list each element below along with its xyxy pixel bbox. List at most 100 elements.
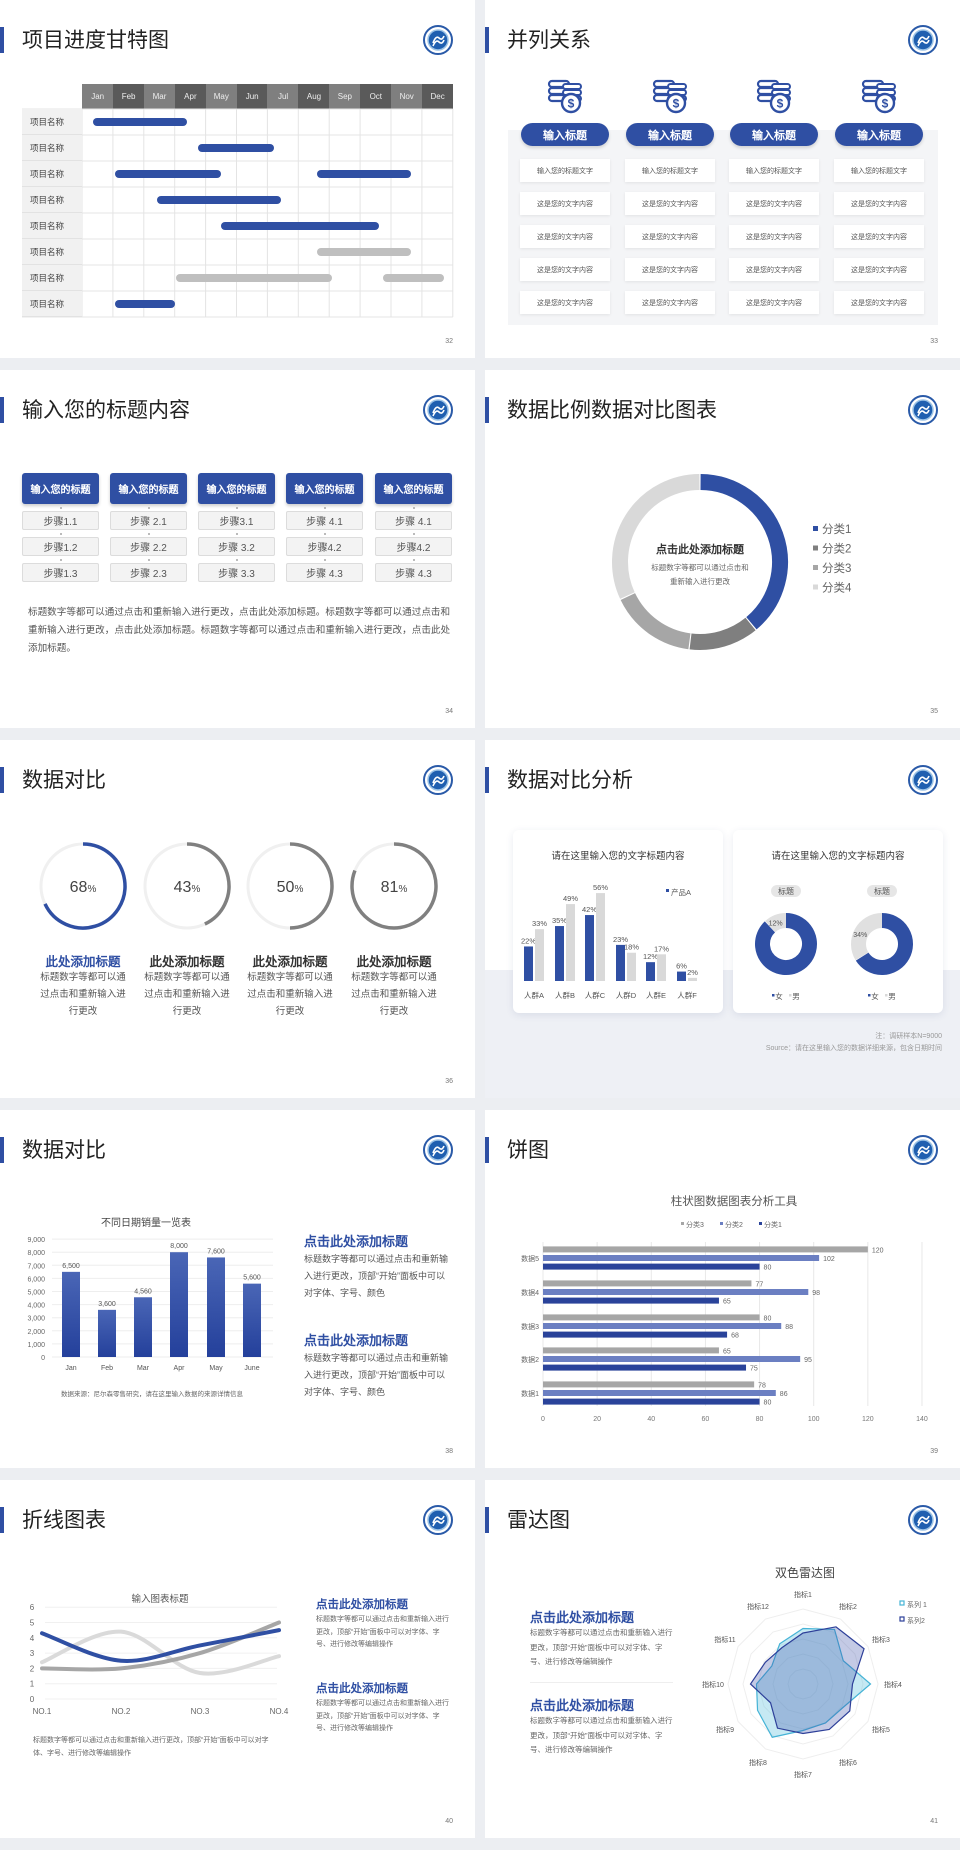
step-column-header[interactable]: 输入您的标题 xyxy=(198,473,275,504)
text-cell[interactable]: 这是您的文字内容 xyxy=(520,192,610,215)
text-cell[interactable]: 这是您的文字内容 xyxy=(520,291,610,314)
step-box[interactable]: 步骤 4.1 xyxy=(375,511,452,530)
gantt-bar[interactable] xyxy=(221,222,379,230)
gantt-bar[interactable] xyxy=(92,118,188,126)
legend-swatch xyxy=(666,889,669,892)
text-cell[interactable]: 这是您的文字内容 xyxy=(834,192,924,215)
step-box[interactable]: 步骤3.1 xyxy=(198,511,275,530)
line-chart: 输入图表标题 0 1 2 3 4 5 6 NO.1 NO.2 NO.3 NO.4 xyxy=(30,1593,289,1716)
connector-dot xyxy=(60,533,62,535)
gantt-bar[interactable] xyxy=(115,170,222,178)
radar-gridline xyxy=(772,1653,834,1715)
step-box[interactable]: 步骤 3.2 xyxy=(198,537,275,556)
step-column-header[interactable]: 输入您的标题 xyxy=(110,473,187,504)
column-heading-pill[interactable]: 输入标题 xyxy=(626,123,714,146)
text-cell[interactable]: 输入您的标题文字 xyxy=(520,159,610,182)
radar-gridline xyxy=(757,1638,849,1730)
text-cell[interactable]: 这是您的文字内容 xyxy=(520,258,610,281)
text-cell[interactable]: 输入您的标题文字 xyxy=(834,159,924,182)
x-axis-label: Apr xyxy=(174,1365,186,1372)
text-cell[interactable]: 这是您的文字内容 xyxy=(625,225,715,248)
legend-swatch xyxy=(899,1616,905,1622)
column-heading-pill[interactable]: 输入标题 xyxy=(521,123,609,146)
text-cell[interactable]: 这是您的文字内容 xyxy=(834,225,924,248)
step-box[interactable]: 步骤 4.3 xyxy=(286,563,363,582)
step-box[interactable]: 步骤1.2 xyxy=(22,537,99,556)
gantt-bar[interactable] xyxy=(382,274,444,282)
axis-label: 指标7 xyxy=(794,1770,812,1779)
bar-data-label: 77 xyxy=(755,1281,763,1288)
step-box[interactable]: 步骤1.1 xyxy=(22,511,99,530)
bar-data-label: 98 xyxy=(812,1290,820,1297)
slide-39[interactable]: 饼图 39 柱状图数据图表分析工具 分类3 分类2 分类1 0 20 40 60 80 100 120 1… xyxy=(485,1110,960,1468)
slide-40[interactable]: 折线图表 40 输入图表标题 0 1 2 3 4 5 6 NO.1 NO.2 NO.3 NO.4 标题数字等… xyxy=(0,1480,475,1838)
page-number: 33 xyxy=(930,338,938,345)
text-cell[interactable]: 这是您的文字内容 xyxy=(729,291,819,314)
connector-dot xyxy=(148,507,150,509)
slide-41[interactable]: 雷达图 41 双色雷达图 指标1 指标2 指标3 指标4 指标5 指标6 指标7 指标8 指标9 指标1… xyxy=(485,1480,960,1838)
step-box[interactable]: 步骤 4.3 xyxy=(375,563,452,582)
step-column-header[interactable]: 输入您的标题 xyxy=(286,473,363,504)
step-box[interactable]: 步骤1.3 xyxy=(22,563,99,582)
month-header-jan: Jan xyxy=(82,84,114,109)
slide-38[interactable]: 数据对比 38 不同日期销量一览表 0 1,000 2,000 3,000 4,000 5,00… xyxy=(0,1110,475,1468)
step-column-header[interactable]: 输入您的标题 xyxy=(22,473,99,504)
bar-data-label: 86 xyxy=(780,1391,788,1398)
text-cell[interactable]: 这是您的文字内容 xyxy=(834,291,924,314)
gantt-bar[interactable] xyxy=(175,274,333,282)
column-heading-pill[interactable]: 输入标题 xyxy=(730,123,818,146)
x-axis-label: 20 xyxy=(593,1416,601,1423)
gantt-bar[interactable] xyxy=(316,170,412,178)
slide-title: 并列关系 xyxy=(507,29,591,52)
legend-swatch xyxy=(772,994,775,997)
text-cell[interactable]: 这是您的文字内容 xyxy=(834,258,924,281)
donut-segment-female xyxy=(855,913,913,975)
legend-label: 男 xyxy=(888,992,896,1001)
slide-35[interactable]: 数据比例数据对比图表 35 点击此处添加标题 标题数字等都可以通过点击和 重新输入进行更… xyxy=(485,370,960,728)
slide-36[interactable]: 数据对比 36 68% 43% 50% 81% 此处添加标题 标题数字等都可以通过点击和重新输… xyxy=(0,740,475,1098)
slide-32[interactable]: 项目进度甘特图 32 Jan Feb Mar Apr May Jun Jul Aug Sep Oct N… xyxy=(0,0,475,358)
step-box[interactable]: 步骤 2.3 xyxy=(110,563,187,582)
bar-分类2 xyxy=(543,1356,801,1362)
dollar-sign: $ xyxy=(777,97,784,111)
x-axis-label: 人群F xyxy=(677,990,697,1000)
text-cell[interactable]: 这是您的文字内容 xyxy=(729,225,819,248)
text-cell[interactable]: 这是您的文字内容 xyxy=(520,225,610,248)
step-box[interactable]: 步骤 2.1 xyxy=(110,511,187,530)
gantt-bar[interactable] xyxy=(157,196,281,204)
month-header-mar: Mar xyxy=(143,84,176,109)
step-box[interactable]: 步骤 2.2 xyxy=(110,537,187,556)
step-box[interactable]: 步骤 3.3 xyxy=(198,563,275,582)
step-column-header[interactable]: 输入您的标题 xyxy=(375,473,452,504)
x-axis-label: 140 xyxy=(916,1416,928,1423)
text-cell[interactable]: 这是您的文字内容 xyxy=(729,192,819,215)
column-heading-pill[interactable]: 输入标题 xyxy=(835,123,923,146)
month-header-nov: Nov xyxy=(391,84,423,109)
bar-data-label: 22% xyxy=(521,936,536,945)
text-cell[interactable]: 这是您的文字内容 xyxy=(625,291,715,314)
ring-value-number: 81 xyxy=(381,879,399,896)
slide-34[interactable]: 输入您的标题内容 34 输入您的标题 步骤1.1 步骤1.2 步骤1.3 输入您的标题 步骤 … xyxy=(0,370,475,728)
slide-37[interactable]: 数据对比分析37请在这里输入您的文字标题内容请在这里输入您的文字标题内容22%3… xyxy=(485,740,960,1098)
text-cell[interactable]: 这是您的文字内容 xyxy=(625,258,715,281)
bar-data-label: 4,560 xyxy=(134,1288,152,1295)
step-box[interactable]: 步骤4.2 xyxy=(286,537,363,556)
legend-swatch xyxy=(868,994,871,997)
gantt-bar[interactable] xyxy=(115,300,175,308)
donut-segment-male xyxy=(851,913,883,961)
x-axis-label: 100 xyxy=(808,1416,820,1423)
block-heading: 点击此处添加标题 xyxy=(304,1234,409,1249)
text-cell[interactable]: 这是您的文字内容 xyxy=(729,258,819,281)
divider xyxy=(530,1682,673,1683)
text-cell[interactable]: 输入您的标题文字 xyxy=(625,159,715,182)
gantt-bar[interactable] xyxy=(197,144,274,152)
text-cell[interactable]: 这是您的文字内容 xyxy=(625,192,715,215)
bar-gray xyxy=(688,977,697,981)
text-cell[interactable]: 输入您的标题文字 xyxy=(729,159,819,182)
gantt-bar[interactable] xyxy=(316,248,412,256)
step-box[interactable]: 步骤4.2 xyxy=(375,537,452,556)
slide-33[interactable]: 并列关系 33 $ 输入标题 输入您的标题文字 这是您的文字内容 这是您的文字内容 这是您的文… xyxy=(485,0,960,358)
step-box[interactable]: 步骤 4.1 xyxy=(286,511,363,530)
bar-data-label: 3,600 xyxy=(98,1301,116,1308)
legend-label: 女 xyxy=(775,991,783,1001)
